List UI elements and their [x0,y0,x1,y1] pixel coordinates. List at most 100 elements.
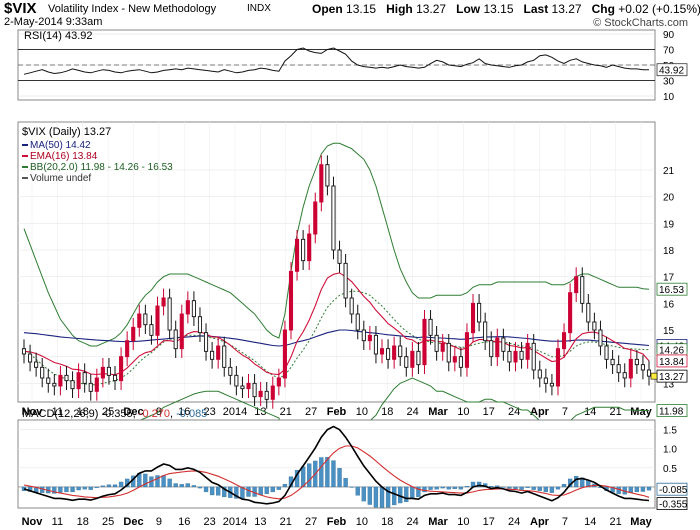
candle-body [440,342,445,352]
macd-tag-box [656,497,688,510]
macd-hist-bar [519,486,524,490]
macd-title: MACD(12,26,9) -0.355, -0.270, -0.085 [22,408,207,420]
macd-tag: -0.355 [659,500,688,511]
macd-x-axis-label: 11 [52,516,63,528]
candle-body [210,350,215,360]
symbol-exchange: INDX [247,3,271,14]
macd-tag-box [656,482,688,496]
high-value: 13.27 [416,2,447,16]
candle-body [203,332,209,352]
macd-hist-bar [52,486,57,494]
candle-body [228,366,233,376]
macd-hist-bar [264,486,269,494]
macd-hist-bar [476,481,482,488]
open-value: 13.15 [346,2,377,16]
candle-body [119,356,124,382]
macd-hist-bar [234,486,239,499]
candle-body [295,238,300,272]
macd-hist-bar [391,486,397,506]
candle-body [470,302,476,334]
macd-hist-bar [337,468,342,488]
macd-hist-bar [501,486,506,488]
macd-hist-bar [319,457,324,488]
candle-body [416,350,421,366]
candle-body [58,374,63,387]
legend-ema16: EMA(16) 13.84 [30,151,98,162]
macd-hist-bar [367,486,373,505]
macd-hist-bar [64,486,69,493]
macd-hist-bar [440,486,445,489]
macd-hist-bar [209,486,215,496]
macd-x-axis-label: 16 [178,516,190,528]
candle-body [167,297,172,331]
price-tag-ema16: 13.84 [659,357,684,368]
rsi-tick-label: 90 [663,30,675,41]
macd-tick-label: 1.0 [663,445,677,456]
macd-hist-bar [379,486,385,508]
candle-body [379,348,385,355]
candle-body [489,340,494,358]
candle-body [343,262,348,299]
candle-body [434,334,439,352]
macd-hist-bar [495,485,500,488]
candle-body [598,329,603,347]
macd-x-axis-label: Dec [123,516,143,528]
rsi-tick-label: 70 [663,46,675,57]
macd-hist-bar [70,486,75,493]
macd-tick-label: 0.5 [663,464,677,475]
macd-hist-bar [276,486,282,490]
macd-legend-signal: -0.270 [139,408,170,420]
candle-body [94,377,99,392]
candle-body [76,372,81,390]
candle-body [325,164,330,187]
candle-body [131,326,136,342]
rsi-current-tag: 43.92 [659,66,684,77]
candle-body [319,164,324,203]
macd-x-axis-label: 21 [610,516,622,528]
macd-hist-bar [561,484,567,488]
candle-body [222,345,227,368]
candle-body [398,345,403,358]
candle-body [452,356,457,363]
x-axis-label: 2014 [223,406,247,418]
x-axis-label: May [630,406,652,418]
macd-x-axis-label: 9 [156,516,162,528]
candle-body [464,332,470,368]
candle-body [313,201,318,235]
candle-body [404,356,409,368]
macd-x-axis-label: 2014 [223,516,247,528]
x-axis-label: Apr [530,406,550,418]
macd-x-axis-label: 27 [305,516,317,528]
candle-body [410,350,415,368]
price-tick-label: 20 [663,193,675,204]
macd-x-axis-label: 24 [407,516,419,528]
macd-hist-bar [191,485,197,488]
x-axis-label: 18 [381,406,393,418]
macd-x-axis-label: Feb [327,516,347,528]
price-tag-bb-box [656,404,688,417]
last-price-marker [650,372,658,380]
candle-body [137,313,142,328]
candle-body [331,185,336,251]
candle-body [264,390,269,400]
macd-hist-bar [258,486,263,496]
x-axis-label: 14 [584,406,596,418]
price-tag-bb: 11.98 [659,407,684,418]
chg-value: +0.02 (+0.15%) [618,2,700,16]
candle-body [246,382,251,390]
candle-body [34,361,39,368]
candle-body [143,313,148,326]
candle-body [270,385,275,400]
macd-legend-sep: , [170,408,176,420]
macd-hist-bar [458,486,464,490]
macd-hist-bar [385,486,391,508]
macd-hist-bar [185,483,190,488]
candle-body [507,350,512,363]
x-axis-label: Feb [327,406,347,418]
bb-upper-line [23,142,650,347]
candle-body [537,369,542,379]
x-axis-label: 24 [407,406,419,418]
symbol-title: $VIX [4,0,37,17]
macd-x-axis-label: 7 [562,516,568,528]
macd-hist-bar [404,486,409,503]
